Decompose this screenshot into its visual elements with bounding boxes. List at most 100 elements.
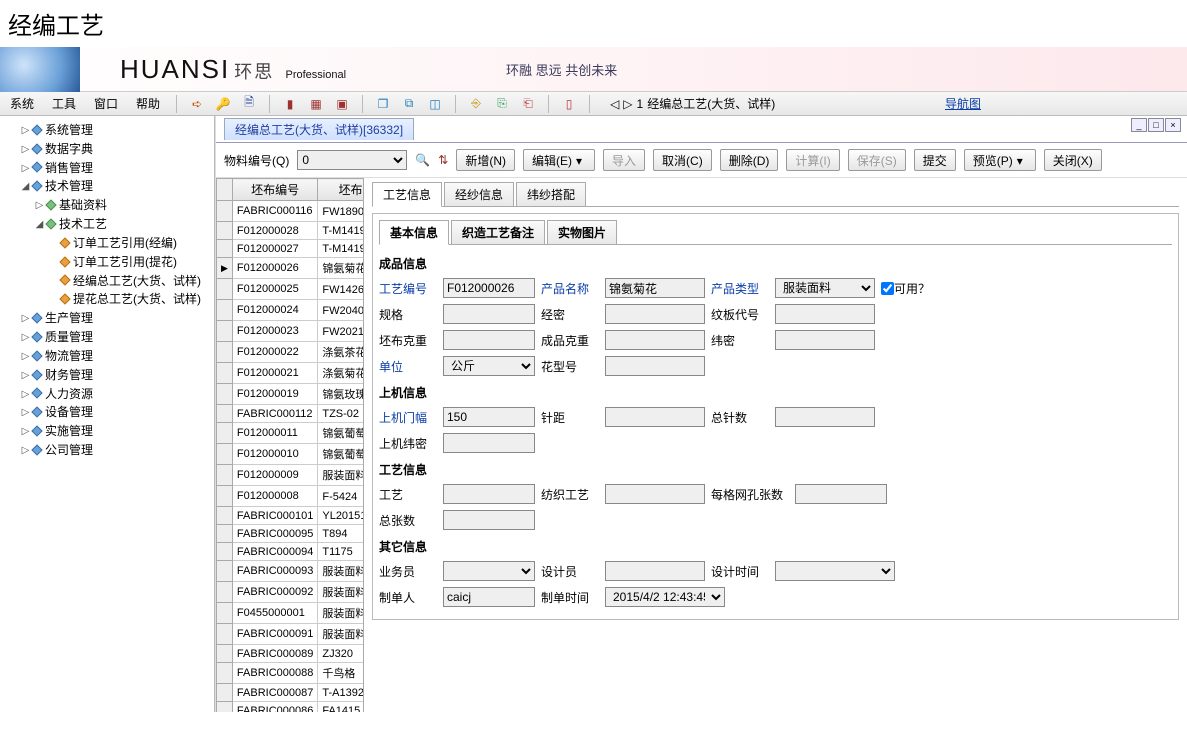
fabric-grid[interactable]: 坯布编号 坯布 FABRIC000116FW1890（F012000028T-M… xyxy=(216,178,364,712)
field-finwt[interactable] xyxy=(605,330,705,350)
table-row[interactable]: ▶F012000026锦氨菊花 xyxy=(217,258,365,279)
tree-node[interactable]: ◢技术工艺订单工艺引用(经编)订单工艺引用(提花)经编总工艺(大货、试样)提花总… xyxy=(34,214,214,308)
tree-node[interactable]: 订单工艺引用(提花) xyxy=(48,252,214,271)
field-flower[interactable] xyxy=(605,356,705,376)
delete-button[interactable]: 删除(D) xyxy=(720,149,779,171)
material-combo[interactable]: 0 xyxy=(297,150,407,170)
close-button[interactable]: 关闭(X) xyxy=(1044,149,1102,171)
table-row[interactable]: FABRIC000086FA1415 xyxy=(217,702,365,713)
table-row[interactable]: F012000024FW2040(纬 xyxy=(217,300,365,321)
tree-node[interactable]: 提花总工艺(大货、试样) xyxy=(48,289,214,308)
field-weavecraft[interactable] xyxy=(605,484,705,504)
search-icon[interactable]: 🔍 xyxy=(415,153,430,167)
toolbar-login-icon[interactable]: ⎘ xyxy=(494,96,510,112)
tree-node[interactable]: ▷基础资料 xyxy=(34,195,214,214)
toolbar-exit-icon[interactable]: ⎆ xyxy=(468,96,484,112)
table-row[interactable]: F012000023FW2021(自 xyxy=(217,321,365,342)
table-row[interactable]: FABRIC000095T894 xyxy=(217,525,365,543)
tree-node[interactable]: ▷物流管理 xyxy=(20,346,214,365)
edit-button[interactable]: 编辑(E)▾ xyxy=(523,149,595,171)
tab-photo[interactable]: 实物图片 xyxy=(547,220,617,244)
tree-node[interactable]: ▷系统管理 xyxy=(20,120,214,139)
tree-node[interactable]: ▷财务管理 xyxy=(20,365,214,384)
menu-system[interactable]: 系统 xyxy=(6,93,38,114)
field-name[interactable] xyxy=(605,278,705,298)
toolbar-tileh-icon[interactable]: ⧉ xyxy=(401,96,417,112)
toolbar-tv-icon[interactable]: ▣ xyxy=(334,96,350,112)
open-doc-trail[interactable]: ◁ ▷ 1 经编总工艺(大货、试样) xyxy=(610,95,775,112)
tree-node[interactable]: 订单工艺引用(经编) xyxy=(48,233,214,252)
field-pattern[interactable] xyxy=(775,304,875,324)
table-row[interactable]: FABRIC000094T1175 xyxy=(217,543,365,561)
col-fabric-code[interactable]: 坯布编号 xyxy=(232,179,317,201)
tree-node[interactable]: 经编总工艺(大货、试样) xyxy=(48,271,214,290)
tree-node[interactable]: ◢技术管理▷基础资料◢技术工艺订单工艺引用(经编)订单工艺引用(提花)经编总工艺… xyxy=(20,176,214,308)
tab-craft-info[interactable]: 工艺信息 xyxy=(372,182,442,207)
table-row[interactable]: FABRIC000091服装面料 xyxy=(217,624,365,645)
window-max-icon[interactable]: □ xyxy=(1148,118,1164,132)
tree-node[interactable]: ▷设备管理 xyxy=(20,402,214,421)
field-craft[interactable] xyxy=(443,484,535,504)
submit-button[interactable]: 提交 xyxy=(914,149,956,171)
tree-node[interactable]: ▷数据字典 xyxy=(20,139,214,158)
field-code[interactable] xyxy=(443,278,535,298)
table-row[interactable]: FABRIC000112TZS-02 xyxy=(217,405,365,423)
cancel-button[interactable]: 取消(C) xyxy=(653,149,712,171)
document-tab[interactable]: 经编总工艺(大货、试样)[36332] xyxy=(224,118,414,140)
table-row[interactable]: F012000022涤氨茶花 xyxy=(217,342,365,363)
menu-tools[interactable]: 工具 xyxy=(48,93,80,114)
nav-tree[interactable]: ▷系统管理▷数据字典▷销售管理◢技术管理▷基础资料◢技术工艺订单工艺引用(经编)… xyxy=(0,116,215,712)
preview-button[interactable]: 预览(P)▾ xyxy=(964,149,1036,171)
table-row[interactable]: F012000027T-M1419/ xyxy=(217,240,365,258)
checkbox-available[interactable] xyxy=(881,282,894,295)
table-row[interactable]: F012000021涤氨菊花 xyxy=(217,363,365,384)
tab-basic-info[interactable]: 基本信息 xyxy=(379,220,449,245)
tab-weft-mix[interactable]: 纬纱搭配 xyxy=(516,182,586,206)
toolbar-calc-icon[interactable]: ▦ xyxy=(308,96,324,112)
toolbar-tilev-icon[interactable]: ◫ xyxy=(427,96,443,112)
table-row[interactable]: FABRIC000088千鸟格 xyxy=(217,663,365,684)
field-machweft[interactable] xyxy=(443,433,535,453)
toolbar-doc-icon[interactable]: 🗎 xyxy=(241,96,257,112)
tree-node[interactable]: ▷生产管理 xyxy=(20,308,214,327)
field-needle[interactable] xyxy=(605,407,705,427)
table-row[interactable]: F012000011锦氨葡萄 xyxy=(217,423,365,444)
table-row[interactable]: F012000028T-M1419/ xyxy=(217,222,365,240)
import-button[interactable]: 导入 xyxy=(603,149,645,171)
field-totalneedle[interactable] xyxy=(775,407,875,427)
field-graywt[interactable] xyxy=(443,330,535,350)
tree-node[interactable]: ▷公司管理 xyxy=(20,440,214,459)
field-weftd[interactable] xyxy=(775,330,875,350)
field-createtime[interactable]: 2015/4/2 12:43:45 xyxy=(605,587,725,607)
field-density[interactable] xyxy=(605,304,705,324)
tree-node[interactable]: ▷销售管理 xyxy=(20,158,214,177)
toolbar-book-icon[interactable]: ▮ xyxy=(282,96,298,112)
tree-node[interactable]: ▷人力资源 xyxy=(20,384,214,403)
trail-next-icon[interactable]: ▷ xyxy=(623,97,632,111)
table-row[interactable]: F012000019锦氨玫瑰 xyxy=(217,384,365,405)
trail-prev-icon[interactable]: ◁ xyxy=(610,97,619,111)
toolbar-key-icon[interactable]: 🔑 xyxy=(215,96,231,112)
table-row[interactable]: FABRIC000093服装面料 xyxy=(217,561,365,582)
table-row[interactable]: FABRIC000116FW1890（ xyxy=(217,201,365,222)
save-button[interactable]: 保存(S) xyxy=(848,149,906,171)
field-totalsheets[interactable] xyxy=(443,510,535,530)
table-row[interactable]: FABRIC000089ZJ320 xyxy=(217,645,365,663)
tree-node[interactable]: ▷实施管理 xyxy=(20,421,214,440)
window-min-icon[interactable]: _ xyxy=(1131,118,1147,132)
field-unit[interactable]: 公斤 xyxy=(443,356,535,376)
tree-node[interactable]: ▷质量管理 xyxy=(20,327,214,346)
tab-warp-info[interactable]: 经纱信息 xyxy=(444,182,514,206)
menu-window[interactable]: 窗口 xyxy=(90,93,122,114)
toolbar-cascade-icon[interactable]: ❐ xyxy=(375,96,391,112)
col-fabric-name[interactable]: 坯布 xyxy=(318,179,364,201)
table-row[interactable]: FABRIC000092服装面料 xyxy=(217,582,365,603)
field-spec[interactable] xyxy=(443,304,535,324)
table-row[interactable]: F0455000001服装面料 xyxy=(217,603,365,624)
window-close-icon[interactable]: × xyxy=(1165,118,1181,132)
tab-weave-remark[interactable]: 织造工艺备注 xyxy=(451,220,545,244)
field-type[interactable]: 服装面料 xyxy=(775,278,875,298)
toolbar-arrow-icon[interactable]: ➪ xyxy=(189,96,205,112)
field-designer[interactable] xyxy=(605,561,705,581)
menu-help[interactable]: 帮助 xyxy=(132,93,164,114)
